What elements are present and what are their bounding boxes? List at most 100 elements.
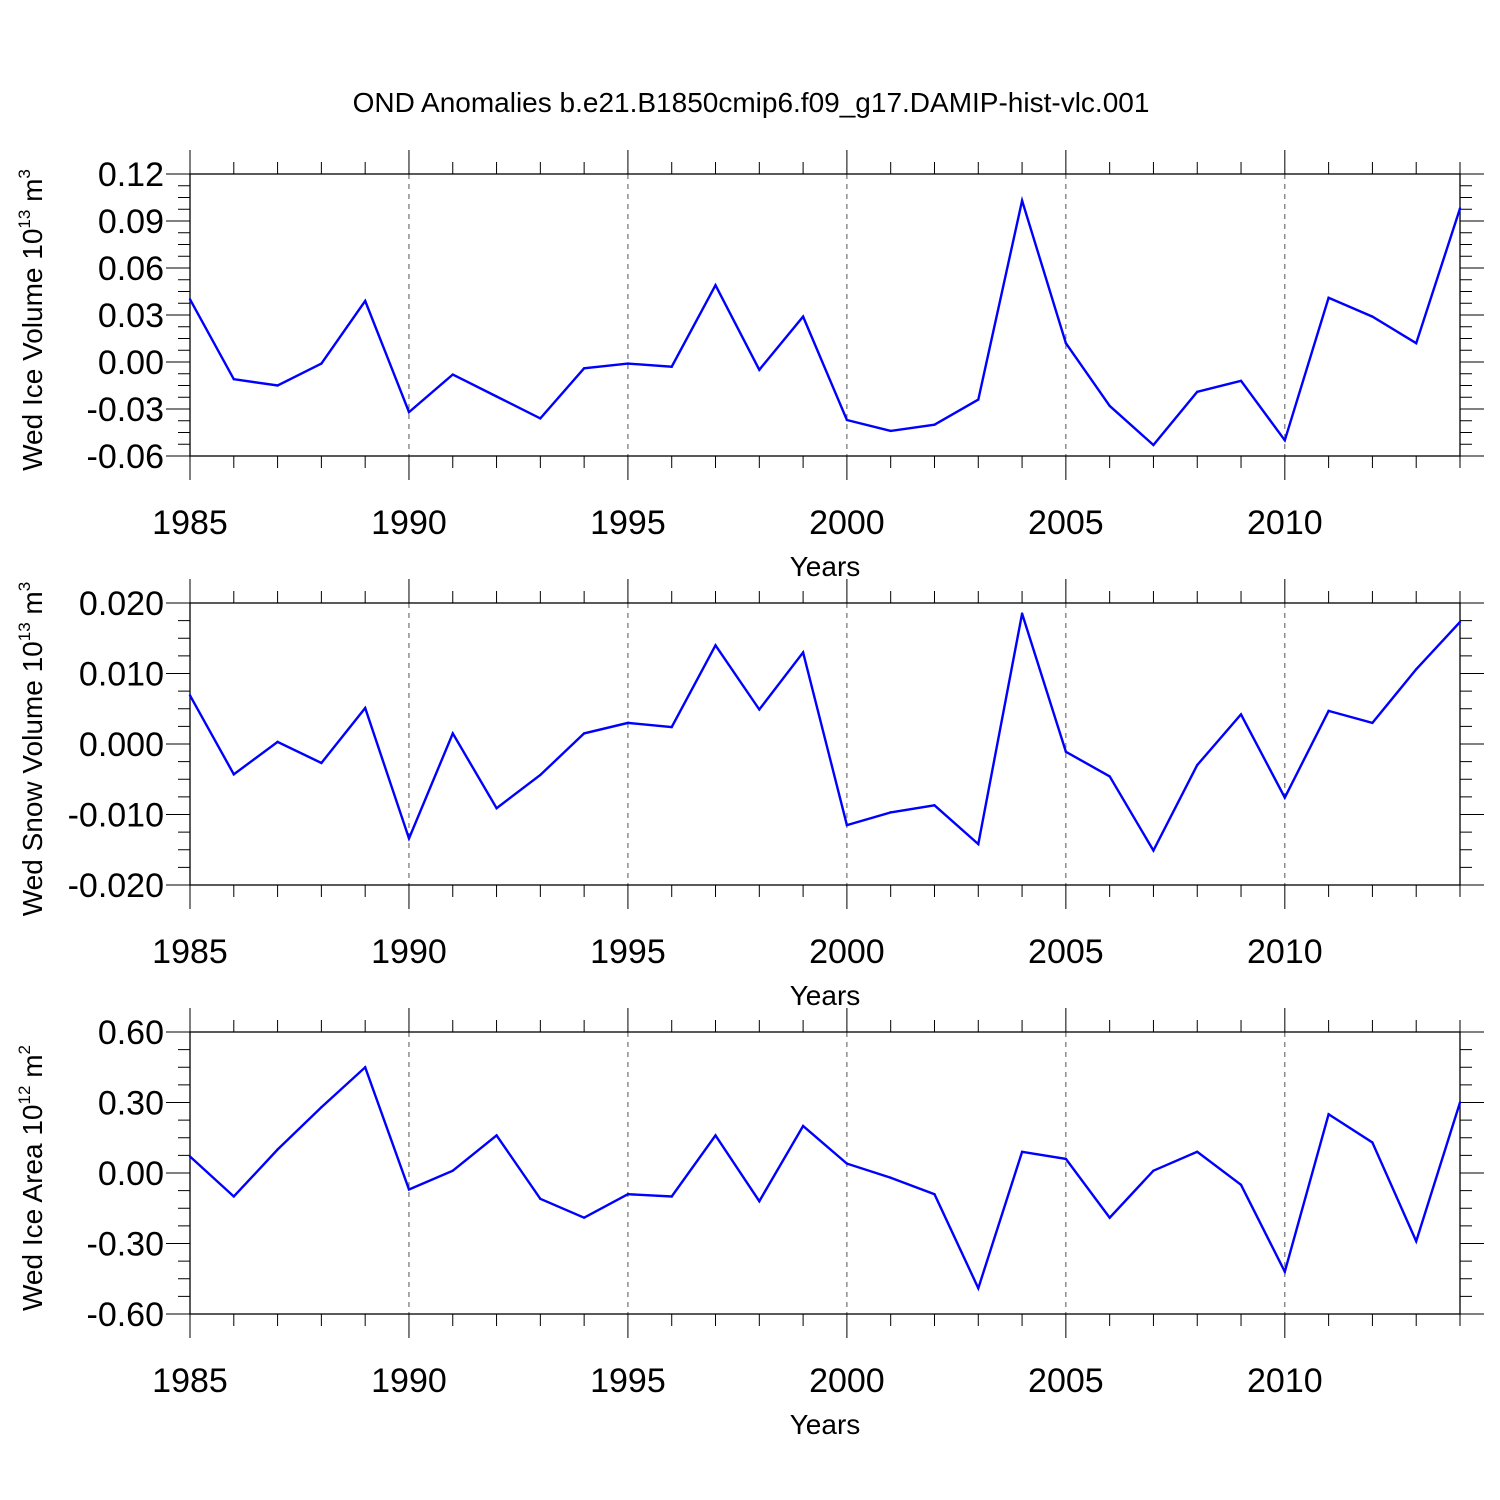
y-axis-label: Wed Snow Volume 1013 m3 xyxy=(15,582,48,916)
data-point xyxy=(889,811,892,814)
data-point xyxy=(670,1195,673,1198)
data-point xyxy=(1327,1113,1330,1116)
data-point xyxy=(1415,1239,1418,1243)
x-tick-label: 1995 xyxy=(590,504,666,542)
data-point xyxy=(1108,404,1111,408)
data-point xyxy=(188,1155,192,1158)
data-point xyxy=(407,410,411,414)
data-point xyxy=(320,761,323,765)
data-point xyxy=(977,842,980,846)
data-point xyxy=(276,740,279,744)
data-point xyxy=(582,732,586,735)
data-point xyxy=(1371,315,1374,318)
data-point xyxy=(1108,1216,1111,1219)
data-point xyxy=(232,1195,235,1198)
data-point xyxy=(1239,379,1243,382)
data-point xyxy=(407,837,411,840)
data-point xyxy=(1327,296,1330,299)
data-point xyxy=(539,773,542,777)
data-point xyxy=(1064,750,1068,753)
data-point xyxy=(845,1162,849,1165)
data-point xyxy=(1239,713,1243,716)
data-point xyxy=(933,804,936,807)
data-point xyxy=(845,418,849,422)
data-point xyxy=(539,417,542,420)
data-point xyxy=(801,1124,805,1128)
data-point xyxy=(1458,1101,1462,1104)
y-tick-label: 0.06 xyxy=(98,250,164,288)
data-point xyxy=(670,365,673,368)
series-line xyxy=(189,1065,1462,1292)
data-point xyxy=(451,732,454,735)
x-tick-label: 1990 xyxy=(371,933,447,971)
x-tick-label: 1995 xyxy=(590,933,666,971)
y-tick-label: 0.09 xyxy=(98,203,164,241)
x-tick-label: 2010 xyxy=(1247,933,1323,971)
x-tick-label: 1990 xyxy=(371,504,447,542)
data-point xyxy=(714,284,717,287)
data-point xyxy=(276,1148,279,1151)
y-tick-label: 0.00 xyxy=(98,1155,164,1193)
data-point xyxy=(626,721,630,725)
data-point xyxy=(582,1216,586,1219)
x-tick-label: 2000 xyxy=(809,1362,885,1400)
data-point xyxy=(714,1134,717,1137)
x-tick-label: 2005 xyxy=(1028,933,1104,971)
x-axis-label: Years xyxy=(790,551,861,582)
data-point xyxy=(1458,620,1462,624)
data-point xyxy=(889,1176,892,1179)
data-point xyxy=(977,398,980,401)
data-point xyxy=(363,706,367,710)
data-point xyxy=(495,1134,498,1137)
data-point xyxy=(188,298,192,301)
data-point xyxy=(1371,1141,1374,1144)
x-tick-label: 2010 xyxy=(1247,1362,1323,1400)
series-line xyxy=(188,195,1462,447)
y-tick-label: 0.12 xyxy=(98,156,164,194)
data-point xyxy=(495,806,498,810)
data-point xyxy=(977,1286,980,1290)
x-axis-label: Years xyxy=(790,980,861,1011)
panel-ice-area: 0.60 0.30 0.00 -0.30 -0.60 1985 1990 1995 2000 20… xyxy=(15,1008,1484,1440)
data-point xyxy=(188,694,192,697)
data-point xyxy=(670,725,673,729)
x-tick-label: 2005 xyxy=(1028,504,1104,542)
y-tick-label: 0.60 xyxy=(98,1014,164,1052)
x-tick-label: 2000 xyxy=(809,504,885,542)
data-point xyxy=(1152,849,1155,852)
y-tick-label: 0.020 xyxy=(79,585,164,623)
data-point xyxy=(1196,390,1199,393)
data-point xyxy=(363,1066,367,1069)
data-point xyxy=(758,708,761,711)
data-point xyxy=(758,1200,761,1203)
y-tick-label: 0.000 xyxy=(79,726,164,764)
data-point xyxy=(801,315,805,318)
data-point xyxy=(1196,1150,1199,1154)
data-point xyxy=(232,773,235,776)
data-point xyxy=(801,651,805,654)
data-point xyxy=(1064,342,1068,345)
y-tick-label: -0.03 xyxy=(87,391,165,429)
x-tick-label: 1985 xyxy=(152,933,228,971)
y-axis-label: Wed Ice Volume 1013 m3 xyxy=(15,169,48,471)
data-point xyxy=(1283,1270,1287,1273)
y-tick-label: -0.30 xyxy=(87,1226,165,1264)
y-tick-label: 0.30 xyxy=(98,1085,164,1123)
data-point xyxy=(845,823,849,827)
x-axis-label: Years xyxy=(790,1409,861,1440)
data-point xyxy=(1196,763,1199,767)
data-point xyxy=(1152,443,1155,447)
y-tick-label: 0.03 xyxy=(98,297,164,335)
data-point xyxy=(1371,721,1374,725)
y-tick-label: -0.020 xyxy=(68,867,164,905)
data-point xyxy=(363,299,367,303)
x-tick-label: 2000 xyxy=(809,933,885,971)
data-point xyxy=(451,373,454,376)
y-tick-label: 0.00 xyxy=(98,344,164,382)
data-point xyxy=(626,362,630,365)
data-point xyxy=(933,1192,936,1196)
series-line xyxy=(188,613,1461,853)
panel-ice-volume: 0.12 0.09 0.06 0.03 0.00 -0.03 -0.06 1985 1990 19… xyxy=(15,150,1484,582)
data-point xyxy=(407,1188,411,1191)
y-tick-label: -0.60 xyxy=(87,1296,165,1334)
